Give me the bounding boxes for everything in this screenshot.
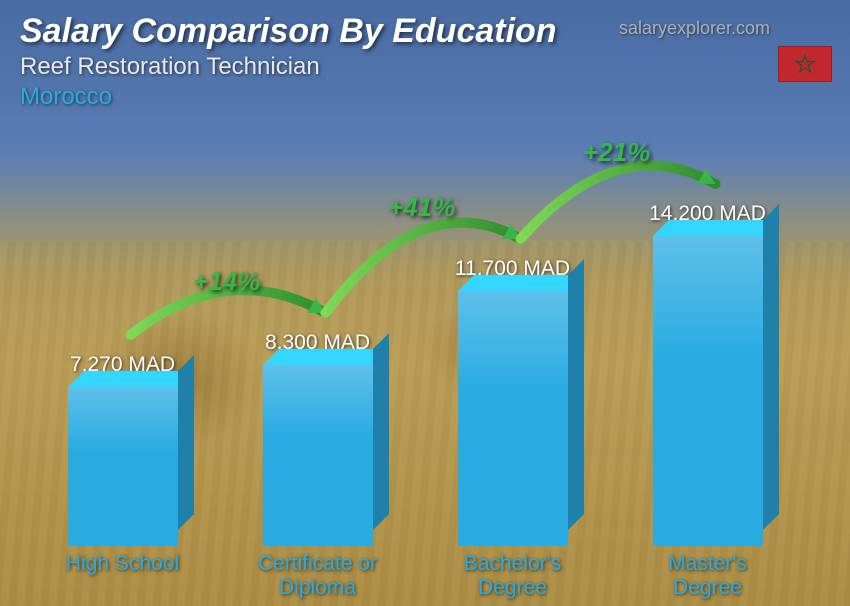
- x-axis-label: Master'sDegree: [625, 552, 790, 600]
- increment-pct-label: +21%: [583, 137, 650, 168]
- x-axis-label: Bachelor'sDegree: [430, 552, 595, 600]
- increment-pct-label: +14%: [193, 266, 260, 297]
- bar-group: 8,300 MAD: [235, 331, 400, 546]
- flag-star-icon: [794, 53, 816, 75]
- chart-subtitle: Reef Restoration Technician: [20, 53, 830, 81]
- x-axis-labels: High School Certificate orDiploma Bachelor…: [40, 552, 790, 600]
- bar-group: 14,200 MAD: [625, 202, 790, 546]
- chart-country: Morocco: [20, 83, 830, 111]
- increment-pct-label: +41%: [388, 192, 455, 223]
- x-axis-label: Certificate orDiploma: [235, 552, 400, 600]
- brand-watermark: salaryexplorer.com: [619, 18, 770, 39]
- bar-3d: [68, 387, 178, 546]
- x-axis-label: High School: [40, 552, 205, 600]
- country-flag: [778, 46, 832, 82]
- bar-group: 11,700 MAD: [430, 257, 595, 546]
- bar-3d: [263, 365, 373, 546]
- bar-group: 7,270 MAD: [40, 353, 205, 546]
- bar-3d: [458, 291, 568, 546]
- bar-3d: [653, 236, 763, 546]
